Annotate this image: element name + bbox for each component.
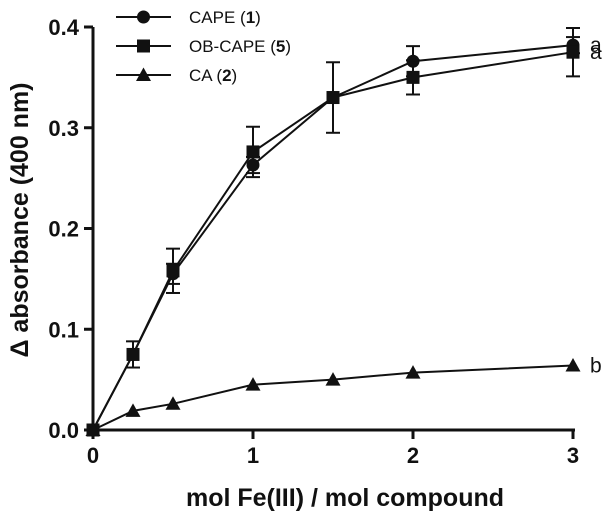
x-tick-label: 3 bbox=[567, 443, 579, 468]
series-ob-cape: a bbox=[86, 27, 602, 437]
x-tick-label: 2 bbox=[407, 443, 419, 468]
data-point bbox=[126, 347, 140, 361]
legend-label: CA (2) bbox=[189, 66, 237, 85]
legend: CAPE (1) OB-CAPE (5) CA (2) bbox=[116, 8, 291, 85]
y-axis-title: Δ absorbance (400 nm) bbox=[6, 83, 34, 358]
x-axis-title: mol Fe(III) / mol compound bbox=[186, 484, 504, 512]
data-point bbox=[166, 264, 180, 278]
legend-label: OB-CAPE (5) bbox=[189, 37, 291, 56]
y-tick-label: 0.3 bbox=[48, 116, 79, 141]
data-point bbox=[246, 145, 260, 159]
legend-marker bbox=[137, 39, 150, 53]
data-point bbox=[325, 372, 341, 386]
data-point bbox=[326, 91, 340, 105]
legend-item: OB-CAPE (5) bbox=[116, 37, 291, 56]
data-point bbox=[125, 403, 141, 417]
x-tick-label: 0 bbox=[87, 443, 99, 468]
y-tick-label: 0.1 bbox=[48, 317, 79, 342]
significance-label: a bbox=[590, 34, 602, 57]
data-point bbox=[85, 422, 101, 436]
data-point bbox=[406, 70, 420, 84]
legend-marker bbox=[137, 10, 150, 24]
y-tick-label: 0.0 bbox=[48, 418, 79, 443]
data-point bbox=[165, 396, 181, 410]
data-point bbox=[565, 358, 581, 372]
significance-label: b bbox=[590, 355, 602, 378]
data-point bbox=[566, 45, 580, 59]
x-tick-label: 1 bbox=[247, 443, 259, 468]
y-tick-label: 0.2 bbox=[48, 217, 79, 242]
significance-label: a bbox=[590, 41, 602, 64]
axes: 0.0 0.1 0.2 0.3 0.4 0 1 2 3 bbox=[48, 15, 579, 468]
series-layer: aa b bbox=[85, 27, 602, 437]
data-point bbox=[245, 377, 261, 391]
data-point bbox=[405, 365, 421, 379]
legend-label: CAPE (1) bbox=[189, 8, 261, 27]
legend-marker bbox=[136, 67, 151, 81]
legend-item: CA (2) bbox=[116, 66, 237, 85]
series-ca: b bbox=[85, 355, 602, 436]
legend-item: CAPE (1) bbox=[116, 8, 261, 27]
y-tick-label: 0.4 bbox=[48, 15, 79, 40]
